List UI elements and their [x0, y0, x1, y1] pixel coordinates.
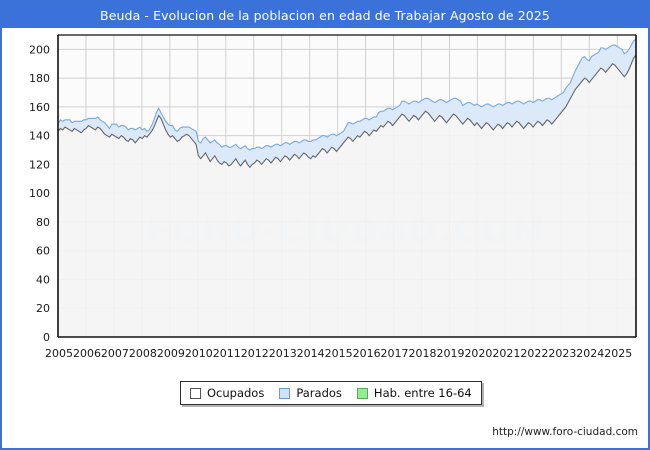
svg-text:2022: 2022: [520, 347, 548, 360]
legend-label-hab-16-64: Hab. entre 16-64: [373, 386, 472, 400]
svg-text:2008: 2008: [129, 347, 157, 360]
svg-text:100: 100: [29, 187, 50, 200]
svg-text:2010: 2010: [185, 347, 213, 360]
svg-text:80: 80: [36, 216, 50, 229]
svg-text:2007: 2007: [101, 347, 129, 360]
svg-text:2012: 2012: [241, 347, 269, 360]
chart-legend: Ocupados Parados Hab. entre 16-64: [180, 381, 482, 405]
legend-item-ocupados[interactable]: Ocupados: [190, 386, 264, 400]
svg-text:2006: 2006: [73, 347, 101, 360]
legend-item-hab-16-64[interactable]: Hab. entre 16-64: [356, 386, 472, 400]
svg-text:2025: 2025: [604, 347, 632, 360]
svg-text:2015: 2015: [325, 347, 353, 360]
legend-swatch-hab-16-64: [356, 387, 368, 399]
svg-text:2017: 2017: [381, 347, 409, 360]
svg-text:160: 160: [29, 101, 50, 114]
svg-text:2013: 2013: [269, 347, 297, 360]
svg-text:2020: 2020: [464, 347, 492, 360]
svg-text:2016: 2016: [353, 347, 381, 360]
page-title: Beuda - Evolucion de la poblacion en eda…: [100, 7, 550, 23]
legend-label-parados: Parados: [296, 386, 342, 400]
svg-text:2021: 2021: [492, 347, 520, 360]
legend-label-ocupados: Ocupados: [207, 386, 265, 400]
svg-text:120: 120: [29, 158, 50, 171]
svg-text:2023: 2023: [548, 347, 576, 360]
legend-item-parados[interactable]: Parados: [279, 386, 342, 400]
svg-text:2011: 2011: [213, 347, 241, 360]
svg-text:140: 140: [29, 130, 50, 143]
legend-swatch-ocupados: [190, 387, 201, 399]
chart-canvas: FORO-CIUDAD.COM0204060801001201401601802…: [29, 34, 637, 360]
svg-text:2009: 2009: [157, 347, 185, 360]
svg-text:20: 20: [36, 302, 50, 315]
svg-text:2018: 2018: [409, 347, 437, 360]
svg-text:180: 180: [29, 72, 50, 85]
window-title-bar: Beuda - Evolucion de la poblacion en eda…: [2, 2, 648, 28]
svg-text:2019: 2019: [436, 347, 464, 360]
svg-text:0: 0: [43, 331, 50, 344]
plot-area: FORO-CIUDAD.COM0204060801001201401601802…: [2, 28, 648, 378]
legend-swatch-parados: [279, 387, 291, 399]
source-credit: http://www.foro-ciudad.com: [492, 426, 638, 438]
svg-text:2024: 2024: [576, 347, 604, 360]
svg-text:40: 40: [36, 273, 50, 286]
svg-text:60: 60: [36, 245, 50, 258]
svg-text:2014: 2014: [297, 347, 325, 360]
svg-text:2005: 2005: [45, 347, 73, 360]
svg-text:200: 200: [29, 43, 50, 56]
